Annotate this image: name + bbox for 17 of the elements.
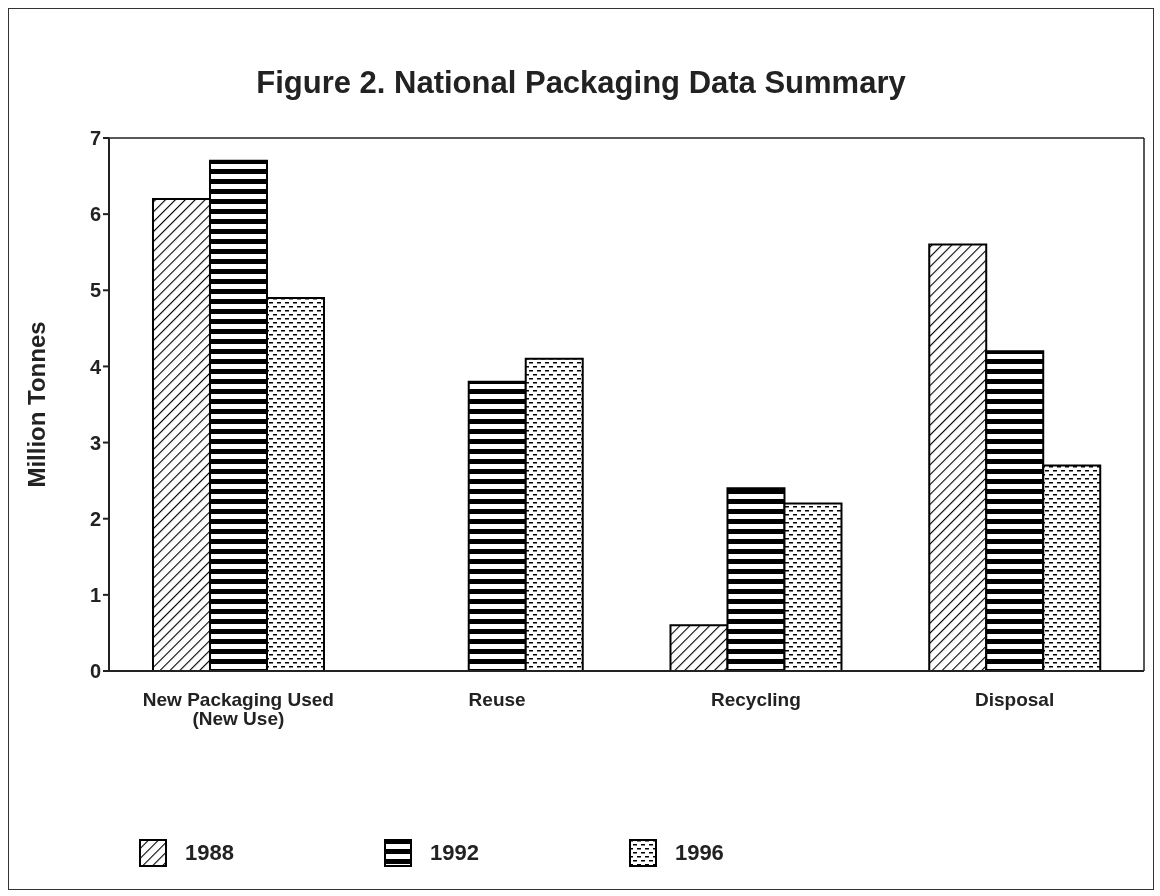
- y-tick-label: 3: [89, 431, 101, 454]
- x-tick-label: Recycling: [710, 689, 801, 711]
- y-tick-label: 4: [89, 355, 102, 378]
- legend-label: 1996: [674, 840, 724, 866]
- y-tick-label: 7: [89, 127, 101, 150]
- x-tick-label: New Packaging Used (New Use): [142, 689, 334, 730]
- y-tick-label: 1: [89, 583, 101, 606]
- y-tick-label: 0: [89, 660, 101, 683]
- y-tick-label: 6: [89, 203, 101, 226]
- y-tick-label: 2: [89, 507, 101, 530]
- y-tick-label: 5: [89, 279, 101, 302]
- chart-title: Figure 2. National Packaging Data Summary: [255, 65, 907, 101]
- legend-label: 1988: [185, 840, 234, 866]
- legend-label: 1992: [429, 840, 479, 866]
- x-tick-label: Reuse: [468, 689, 526, 711]
- x-tick-label: Disposal: [975, 689, 1055, 711]
- y-axis-title: Million Tonnes: [22, 321, 50, 488]
